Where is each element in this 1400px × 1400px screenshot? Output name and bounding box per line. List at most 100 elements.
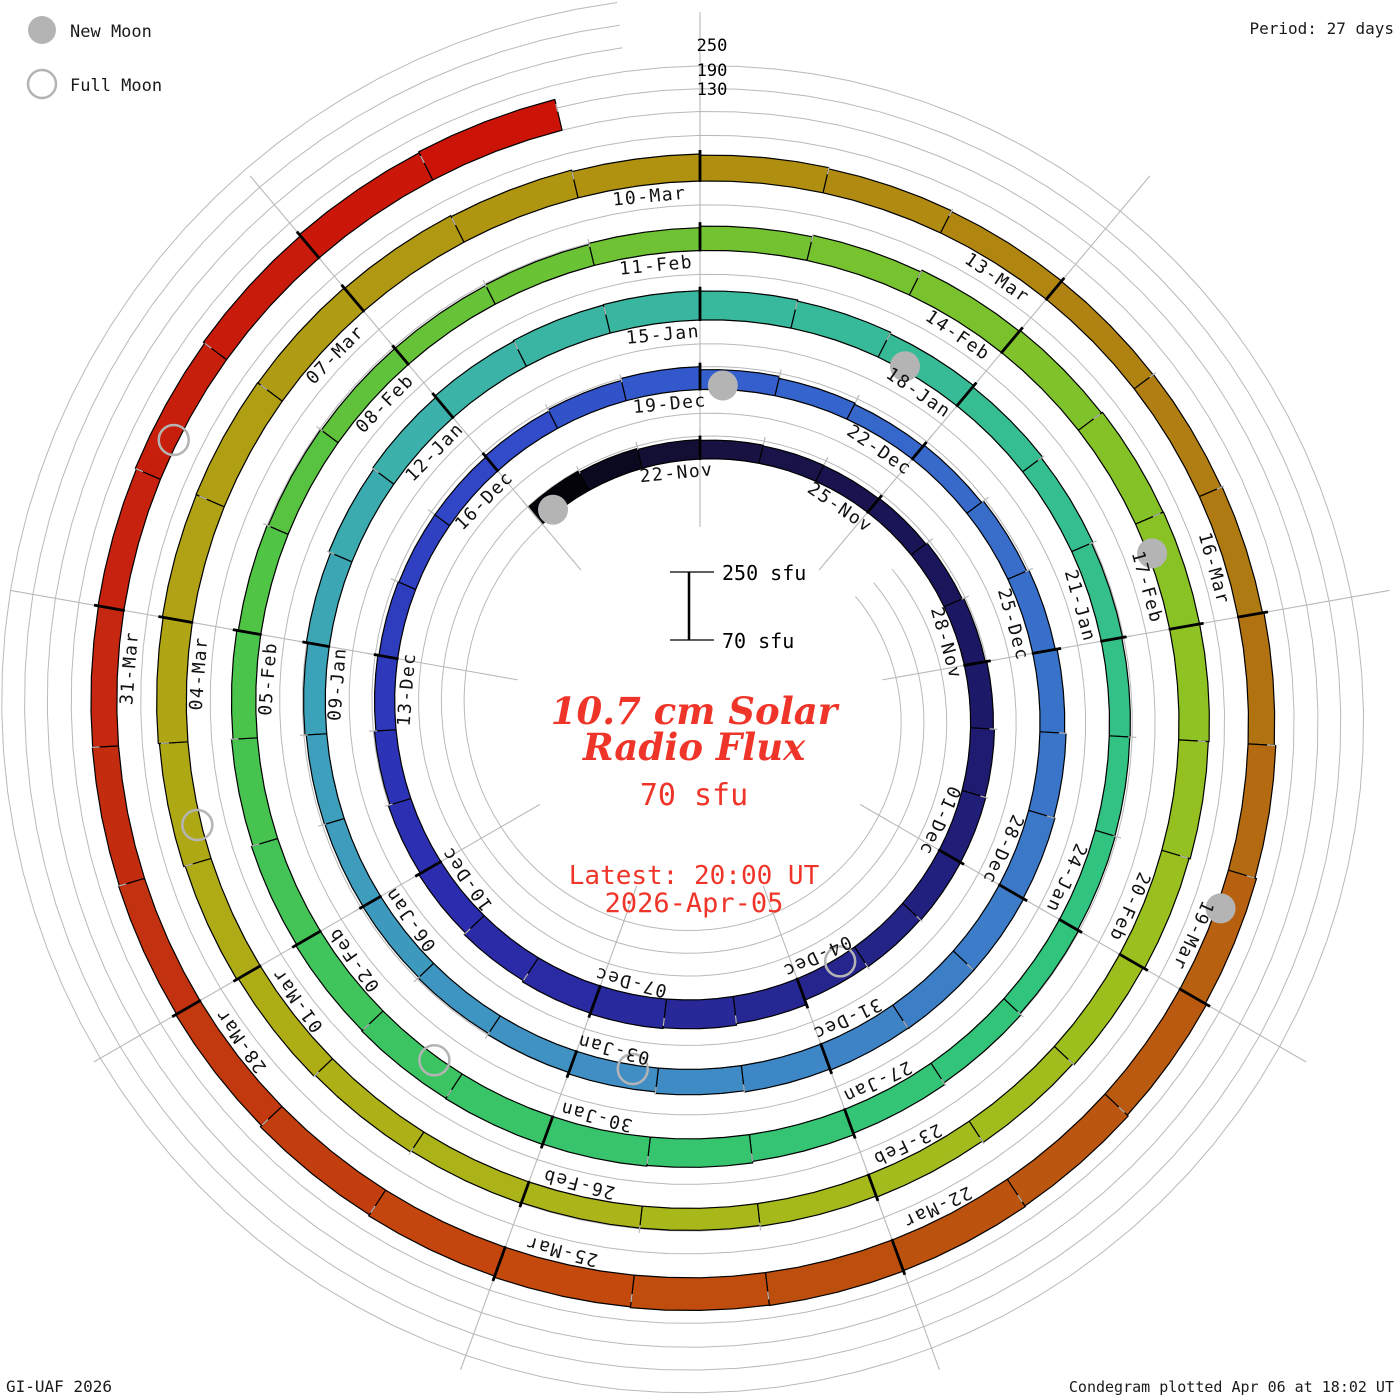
three-day-tick [295,230,321,260]
full-moon-icon [26,68,58,100]
flux-day-segment [892,950,975,1030]
new-moon-marker [1137,538,1168,569]
flux-day-segment [748,1108,855,1162]
flux-day-segment [521,957,601,1014]
day-grid-tick [316,425,324,432]
day-grid-tick [926,538,934,544]
flux-day-segment [902,849,962,921]
new-moon-legend-label: New Moon [70,22,152,42]
day-grid-tick [484,1031,491,1039]
new-moon-marker [889,351,920,382]
flux-day-segment [305,552,353,648]
day-grid-tick [587,239,591,248]
date-label: 05-Feb [255,641,282,716]
three-day-tick [481,452,500,473]
three-day-tick [1031,646,1062,655]
flux-day-segment [764,1239,905,1307]
flux-day-segment [732,978,808,1025]
flux-day-segment [1003,919,1080,1015]
day-grid-tick [370,1205,376,1213]
day-grid-tick [823,456,829,465]
flux-day-segment [158,741,212,868]
flux-day-segment [161,494,225,624]
full-moon-legend-label: Full Moon [70,76,162,96]
day-grid-tick [762,436,766,445]
flux-day-segment [417,962,501,1035]
flux-day-segment [484,410,559,472]
new-moon-marker [1205,893,1236,924]
new-moon-icon [28,16,56,44]
day-grid-tick [1118,1106,1126,1114]
flux-day-segment [387,798,442,874]
day-ticks-layer [91,103,1276,1303]
three-day-tick [866,1173,880,1202]
day-grid-tick [1179,855,1188,859]
date-label: 04-Mar [186,636,213,711]
flux-day-segment [314,1058,425,1153]
date-label: 31-Mar [116,630,143,705]
flux-day-segment [487,1015,578,1073]
flux-day-segment [368,1189,506,1277]
flux-day-segment [1161,739,1209,860]
full-moon-marker [823,945,857,978]
grid-spiral [1,2,1365,1394]
flux-day-segment [1104,988,1208,1116]
three-day-tick [539,1115,555,1149]
day-grid-tick [184,863,194,867]
flux-spiral-layer [90,98,1277,1311]
three-day-tick [937,848,965,866]
three-day-tick [518,1180,531,1208]
new-moon-marker [707,370,738,401]
flux-day-segment [629,1272,770,1311]
flux-day-segment [699,225,814,261]
flux-day-segment [740,1043,831,1093]
radial-scale-130: 130 [697,80,728,100]
three-day-tick [291,929,322,949]
three-day-tick [491,1245,507,1282]
three-day-tick [963,659,992,667]
day-grid-tick [390,578,399,583]
day-grid-tick [662,1017,665,1026]
flux-day-segment [1006,1093,1129,1207]
flux-day-segment [699,439,764,464]
scale-top-label: 250 sfu [722,561,806,585]
day-grid-tick [451,217,457,226]
three-day-tick [910,441,928,461]
three-day-tick [999,326,1024,355]
three-day-tick [819,1042,834,1075]
flux-day-segment [305,733,345,825]
flux-day-segment [547,379,627,429]
flux-day-segment [646,1134,754,1168]
scale-bottom-label: 70 sfu [722,629,794,653]
flux-day-segment [790,300,892,358]
full-moon-marker [616,1052,650,1086]
three-day-tick [373,653,399,661]
flux-day-segment [756,1174,877,1227]
day-grid-tick [1152,512,1161,518]
day-grid-tick [413,975,421,983]
day-grid-tick [446,1089,453,1097]
day-grid-tick [948,208,954,217]
flux-day-segment [230,737,279,847]
day-grid-tick [260,384,268,391]
flux-day-segment [195,382,283,508]
day-grid-tick [646,1155,649,1165]
day-grid-tick [961,595,970,600]
flux-day-segment [822,168,953,234]
day-grid-tick [734,1015,737,1024]
flux-day-segment [463,915,539,982]
full-moon-marker [418,1043,451,1077]
date-label: 13-Dec [394,652,421,727]
day-grid-tick [1025,567,1033,573]
flux-day-segment [1133,373,1222,498]
day-grid-tick [966,963,974,970]
day-grid-tick [464,928,471,935]
latest-date-label: 2026-Apr-05 [605,888,784,919]
flux-day-segment [1053,953,1144,1066]
three-day-tick [358,894,383,910]
day-grid-tick [1216,485,1225,490]
day-grid-tick [427,508,435,515]
day-grid-tick [794,301,798,310]
flux-day-segment [758,445,825,482]
flux-day-segment [361,1010,463,1099]
